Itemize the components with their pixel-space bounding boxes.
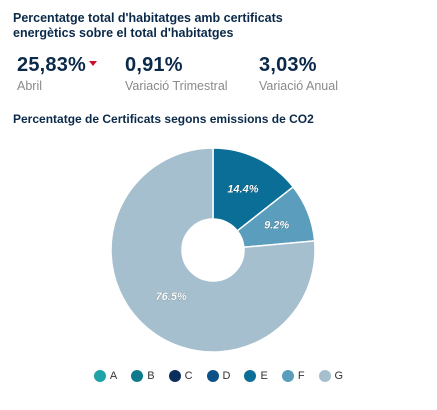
trend-down-icon bbox=[89, 61, 98, 66]
data-label-f: 9.2% bbox=[264, 220, 289, 232]
legend-item-d[interactable]: D bbox=[206, 370, 231, 382]
legend-swatch-g bbox=[318, 370, 331, 382]
chart-title: Percentatge de Certificats segons emissi… bbox=[13, 112, 314, 126]
kpi-quarterly: 0,91% Variació Trimestral bbox=[125, 54, 228, 93]
legend-label-f: F bbox=[297, 370, 305, 382]
kpi-annual-value: 3,03% bbox=[259, 54, 317, 76]
page-title: Percentatge total d'habitatges amb certi… bbox=[13, 11, 283, 40]
legend-label-e: E bbox=[260, 370, 268, 382]
kpi-row: 25,83% Abril 0,91% Variació Trimestral 3… bbox=[17, 54, 427, 98]
kpi-current-label: Abril bbox=[17, 79, 43, 93]
legend-swatch-f bbox=[281, 370, 294, 382]
kpi-current-value: 25,83% bbox=[17, 54, 87, 76]
legend-swatch-a bbox=[93, 370, 106, 382]
legend-item-g[interactable]: G bbox=[318, 370, 344, 382]
legend-label-g: G bbox=[334, 370, 344, 382]
legend-item-a[interactable]: A bbox=[93, 370, 118, 382]
legend-item-b[interactable]: B bbox=[131, 370, 155, 382]
kpi-current: 25,83% Abril bbox=[17, 54, 98, 93]
legend-label-c: C bbox=[184, 370, 193, 382]
legend-item-c[interactable]: C bbox=[168, 370, 193, 382]
legend-swatch-c bbox=[168, 370, 181, 382]
legend-swatch-d bbox=[206, 370, 219, 382]
chart-legend: A B C D E F G bbox=[0, 370, 437, 382]
data-label-g: 76.5% bbox=[156, 291, 187, 303]
kpi-quarterly-value: 0,91% bbox=[125, 54, 183, 76]
legend-swatch-b bbox=[131, 370, 144, 382]
legend-label-b: B bbox=[147, 370, 155, 382]
kpi-quarterly-label: Variació Trimestral bbox=[125, 79, 228, 93]
donut-chart: 14.4% 9.2% 76.5% bbox=[110, 147, 316, 353]
kpi-annual-label: Variació Anual bbox=[259, 79, 338, 93]
legend-label-d: D bbox=[222, 370, 231, 382]
kpi-annual: 3,03% Variació Anual bbox=[259, 54, 338, 93]
legend-item-e[interactable]: E bbox=[244, 370, 268, 382]
legend-item-f[interactable]: F bbox=[281, 370, 305, 382]
legend-label-a: A bbox=[109, 370, 118, 382]
legend-swatch-e bbox=[244, 370, 257, 382]
slice-g[interactable] bbox=[110, 147, 316, 353]
data-label-e: 14.4% bbox=[227, 183, 258, 195]
